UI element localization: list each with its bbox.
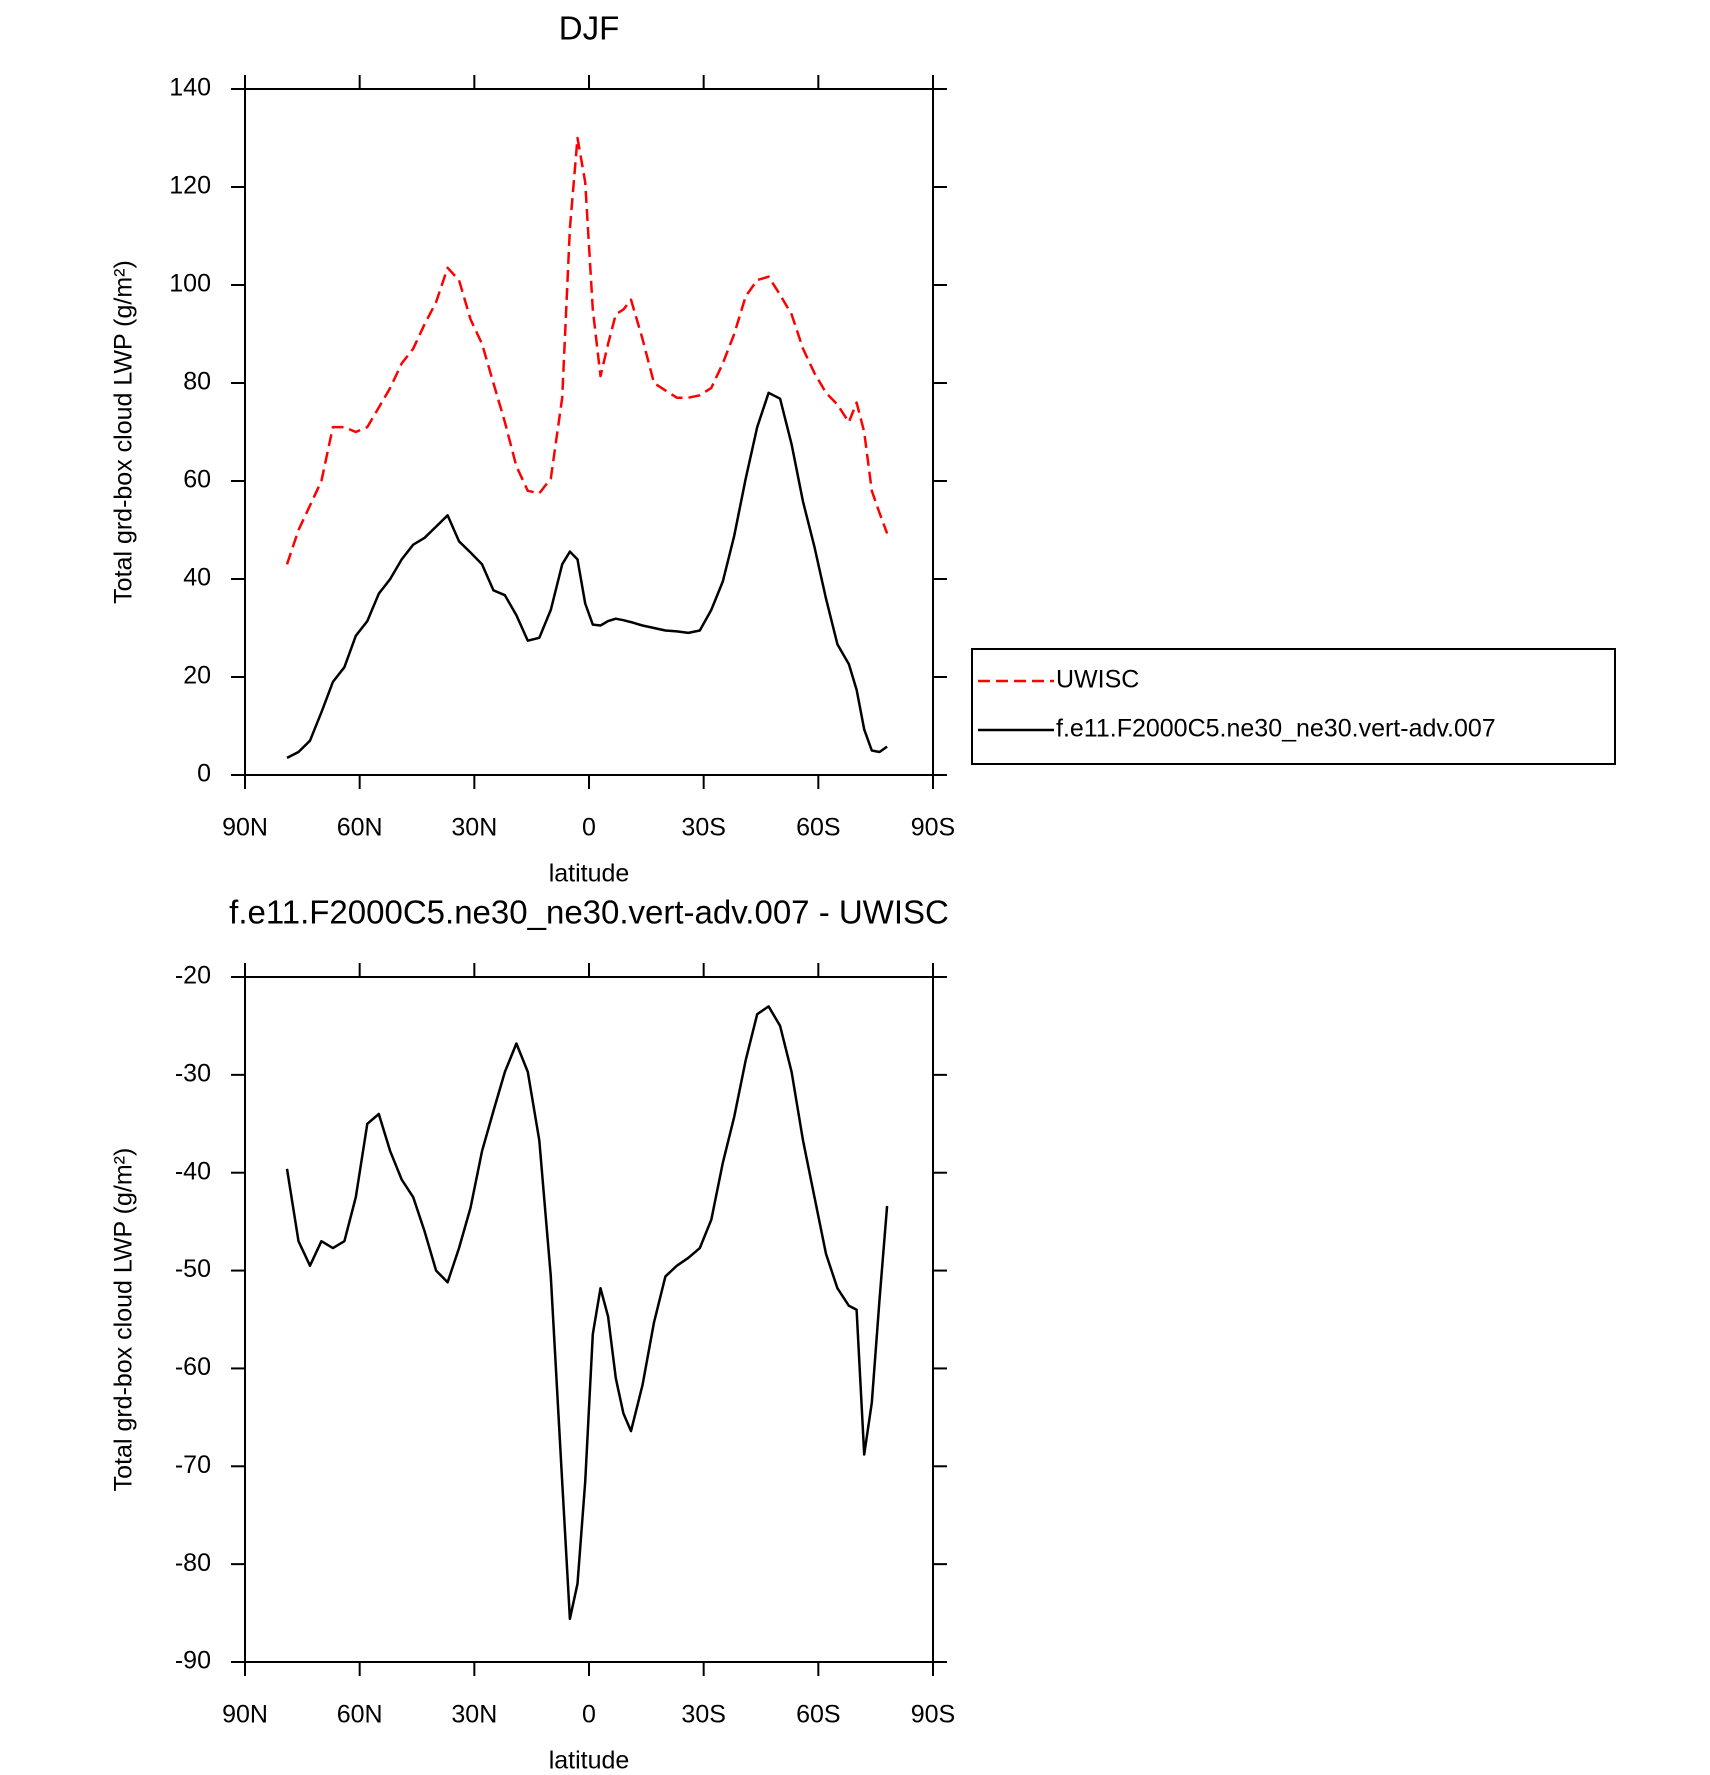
- x-tick-label: 60N: [337, 1701, 383, 1729]
- y-tick-label: 100: [169, 270, 211, 298]
- y-tick-label: -80: [175, 1549, 211, 1577]
- x-tick-label: 60S: [796, 814, 840, 842]
- plot-frame: [244, 976, 934, 1663]
- x-tick-label: 60S: [796, 1701, 840, 1729]
- data-line: [285, 136, 889, 565]
- y-tick-label: 140: [169, 74, 211, 102]
- y-tick-label: -30: [175, 1059, 211, 1087]
- y-axis-label: Total grd-box cloud LWP (g/m²): [110, 1148, 138, 1492]
- x-tick-label: 90N: [222, 1701, 268, 1729]
- x-axis-label: latitude: [549, 1747, 630, 1775]
- x-tick-label: 90S: [911, 1701, 955, 1729]
- x-tick-label: 30N: [451, 1701, 497, 1729]
- legend-box: [971, 648, 1616, 765]
- y-tick-label: -70: [175, 1451, 211, 1479]
- y-axis-label: Total grd-box cloud LWP (g/m²): [110, 260, 138, 604]
- data-line: [286, 391, 888, 760]
- y-tick-label: -40: [175, 1157, 211, 1185]
- y-tick-label: 40: [183, 564, 211, 592]
- y-tick-label: -90: [175, 1647, 211, 1675]
- legend-label: UWISC: [1056, 666, 1139, 694]
- x-tick-label: 0: [582, 1701, 596, 1729]
- chart-title: f.e11.F2000C5.ne30_ne30.vert-adv.007 - U…: [229, 894, 949, 931]
- data-line: [285, 1005, 889, 1621]
- y-tick-label: -60: [175, 1353, 211, 1381]
- y-tick-label: 60: [183, 466, 211, 494]
- x-tick-label: 90S: [911, 814, 955, 842]
- y-tick-label: 20: [183, 662, 211, 690]
- y-tick-label: -20: [175, 962, 211, 990]
- chart-title: DJF: [559, 10, 620, 47]
- x-axis-label: latitude: [549, 860, 630, 888]
- y-tick-label: 0: [197, 760, 211, 788]
- y-tick-label: 120: [169, 172, 211, 200]
- x-tick-label: 30N: [451, 814, 497, 842]
- x-tick-label: 30S: [681, 814, 725, 842]
- y-tick-label: -50: [175, 1255, 211, 1283]
- plot-frame: [244, 88, 934, 776]
- x-tick-label: 60N: [337, 814, 383, 842]
- legend-label: f.e11.F2000C5.ne30_ne30.vert-adv.007: [1056, 715, 1496, 743]
- x-tick-label: 30S: [681, 1701, 725, 1729]
- x-tick-label: 90N: [222, 814, 268, 842]
- y-tick-label: 80: [183, 368, 211, 396]
- x-tick-label: 0: [582, 814, 596, 842]
